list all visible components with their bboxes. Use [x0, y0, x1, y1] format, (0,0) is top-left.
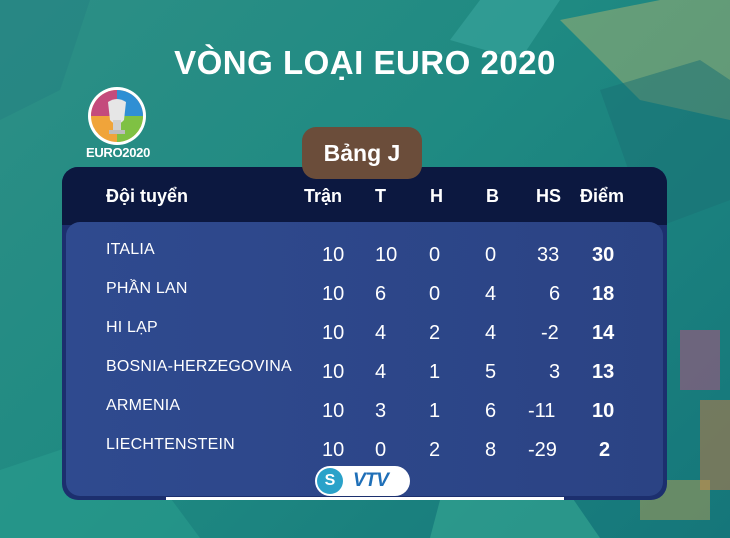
- vtv-mark-icon: S: [317, 468, 343, 494]
- lost-value: 4: [485, 283, 497, 305]
- column-header-played: Trận: [304, 186, 343, 206]
- points-value: 2: [599, 439, 611, 461]
- drawn-value: 0: [429, 283, 441, 305]
- points-value: 30: [592, 244, 615, 266]
- team-name: BOSNIA-HERZEGOVINA: [106, 358, 292, 375]
- won-value: 4: [375, 361, 387, 383]
- team-name: ITALIA: [106, 241, 155, 258]
- team-name: LIECHTENSTEIN: [106, 436, 235, 453]
- table-row: LIECHTENSTEIN 10 0 2 8 -29 2: [0, 433, 730, 467]
- lost-value: 8: [485, 439, 497, 461]
- goal-difference-value: -2: [541, 322, 559, 344]
- group-badge: Bảng J: [302, 127, 422, 179]
- played-value: 10: [322, 244, 345, 266]
- column-header-team: Đội tuyển: [106, 186, 189, 206]
- won-value: 0: [375, 439, 387, 461]
- footer-divider: [166, 497, 564, 500]
- column-header-lost: B: [486, 186, 499, 206]
- page-title: VÒNG LOẠI EURO 2020: [174, 44, 556, 81]
- won-value: 6: [375, 283, 387, 305]
- points-value: 18: [592, 283, 615, 305]
- played-value: 10: [322, 283, 345, 305]
- drawn-value: 2: [429, 439, 441, 461]
- played-value: 10: [322, 400, 345, 422]
- played-value: 10: [322, 439, 345, 461]
- lost-value: 4: [485, 322, 497, 344]
- played-value: 10: [322, 322, 345, 344]
- goal-difference-value: -29: [528, 439, 557, 461]
- goal-difference-value: 3: [549, 361, 561, 383]
- table-row: BOSNIA-HERZEGOVINA 10 4 1 5 3 13: [0, 355, 730, 389]
- played-value: 10: [322, 361, 345, 383]
- won-value: 10: [375, 244, 398, 266]
- drawn-value: 1: [429, 400, 441, 422]
- won-value: 4: [375, 322, 387, 344]
- drawn-value: 2: [429, 322, 441, 344]
- vtv-logo-text: VTV: [353, 470, 389, 491]
- drawn-value: 0: [429, 244, 441, 266]
- euro2020-logo: [82, 84, 152, 164]
- lost-value: 0: [485, 244, 497, 266]
- column-header-points: Điểm: [580, 186, 625, 206]
- column-header-goal-difference: HS: [536, 186, 562, 206]
- drawn-value: 1: [429, 361, 441, 383]
- won-value: 3: [375, 400, 387, 422]
- table-row: HI LẠP 10 4 2 4 -2 14: [0, 316, 730, 350]
- lost-value: 6: [485, 400, 497, 422]
- standings-body: [66, 222, 663, 496]
- points-value: 14: [592, 322, 615, 344]
- table-row: ITALIA 10 10 0 0 33 30: [0, 238, 730, 272]
- points-value: 10: [592, 400, 615, 422]
- table-row: PHẦN LAN 10 6 0 4 6 18: [0, 277, 730, 311]
- team-name: HI LẠP: [106, 319, 158, 336]
- vtv-logo: S VTV: [315, 466, 410, 496]
- euro2020-logo-text: EURO2020: [85, 145, 151, 160]
- column-header-won: T: [375, 186, 386, 206]
- goal-difference-value: 33: [537, 244, 560, 266]
- goal-difference-value: -11: [528, 400, 556, 422]
- lost-value: 5: [485, 361, 497, 383]
- column-header-drawn: H: [430, 186, 443, 206]
- team-name: PHẦN LAN: [106, 280, 188, 297]
- table-row: ARMENIA 10 3 1 6 -11 10: [0, 394, 730, 428]
- goal-difference-value: 6: [549, 283, 561, 305]
- team-name: ARMENIA: [106, 397, 181, 414]
- points-value: 13: [592, 361, 615, 383]
